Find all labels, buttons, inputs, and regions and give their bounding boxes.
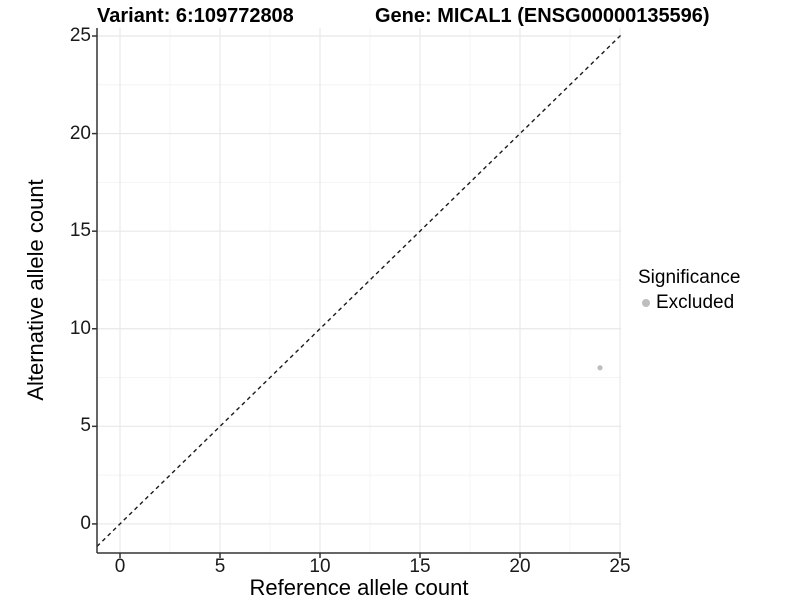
data-point	[597, 365, 603, 371]
legend: Significance Excluded	[638, 266, 740, 314]
y-tick-label: 10	[69, 317, 91, 339]
legend-key-dot-icon	[642, 299, 650, 307]
legend-item-excluded: Excluded	[638, 292, 740, 314]
x-tick-label: 15	[409, 556, 431, 577]
x-tick-label: 0	[114, 556, 126, 577]
y-tick-label: 0	[80, 512, 91, 534]
legend-title: Significance	[638, 267, 741, 288]
identity-line	[96, 34, 622, 547]
x-axis-title: Reference allele count	[249, 575, 469, 600]
y-axis-title: Alternative allele count	[23, 179, 48, 401]
gene-title: Gene: MICAL1 (ENSG00000135596)	[375, 5, 710, 27]
y-tick-label: 25	[69, 25, 91, 46]
y-tick-label: 20	[69, 122, 91, 144]
legend-item-label: Excluded	[656, 292, 735, 313]
x-tick-label: 5	[214, 556, 226, 577]
y-tick-label: 5	[80, 415, 91, 437]
x-tick-label: 25	[609, 556, 631, 577]
x-tick-label: 20	[509, 556, 531, 577]
y-tick-label: 15	[69, 220, 91, 242]
variant-title: Variant: 6:109772808	[97, 5, 294, 27]
x-tick-label: 10	[309, 556, 331, 577]
